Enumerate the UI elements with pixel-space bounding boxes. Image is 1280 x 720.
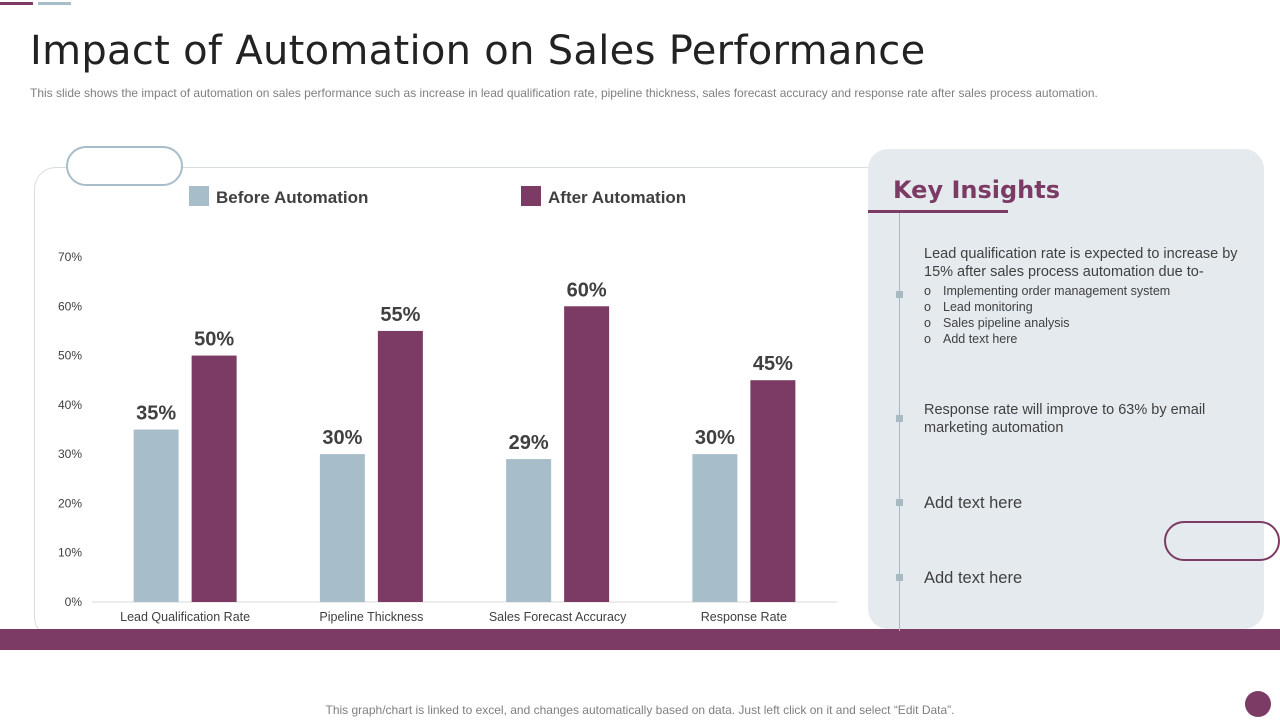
after-bar [377,330,423,602]
before-bar [133,429,179,602]
after-bar [191,355,237,602]
insight-item-3: Add text here [924,494,1023,512]
insight-subitem: Add text here [943,331,1244,347]
insight-bullet-4 [896,574,903,581]
x-category-label: Lead Qualification Rate [120,610,250,624]
insight-item-4: Add text here [924,569,1023,587]
insight-bullet-1 [896,291,903,298]
insight-item-2: Response rate will improve to 63% by ema… [924,402,1206,436]
after-bar [750,380,796,602]
bar-value-label: 35% [136,403,176,425]
decorative-pill-top [66,146,183,186]
bar-value-label: 55% [380,304,420,326]
after-bar [564,306,610,602]
bar-value-label: 60% [567,279,607,301]
bar-value-label: 50% [194,329,234,351]
y-tick-label: 30% [58,447,82,461]
insights-title: Key Insights [893,176,1061,204]
legend-label: Before Automation [216,188,368,207]
legend-swatch [189,186,209,206]
insights-title-underline [868,210,1008,213]
y-tick-label: 10% [58,546,82,560]
bottom-band [0,629,1280,650]
insight-subitem: Sales pipeline analysis [943,315,1244,331]
insights-timeline-line [899,213,900,631]
page-title: Impact of Automation on Sales Performanc… [30,28,926,74]
insight-bullet-3 [896,499,903,506]
footer-note: This graph/chart is linked to excel, and… [325,703,955,717]
decorative-pill-right [1164,521,1280,561]
y-tick-label: 50% [58,349,82,363]
y-tick-label: 20% [58,496,82,510]
bar-value-label: 29% [509,432,549,454]
insight-bullet-2 [896,415,903,422]
insight-item-1-text: Lead qualification rate is expected to i… [924,246,1238,280]
x-category-label: Response Rate [701,610,787,624]
insight-item-1: Lead qualification rate is expected to i… [924,245,1244,347]
insight-subitem: Implementing order management system [943,283,1244,299]
before-bar [506,459,552,602]
before-bar [319,454,365,602]
corner-dot [1245,691,1271,717]
before-bar [692,454,738,602]
insights-panel [868,149,1264,629]
page-subtitle: This slide shows the impact of automatio… [30,86,1098,100]
y-tick-label: 60% [58,299,82,313]
bar-value-label: 30% [322,427,362,449]
bar-value-label: 30% [695,427,735,449]
bar-value-label: 45% [753,353,793,375]
legend-label: After Automation [548,188,686,207]
insight-sublist: Implementing order management system Lea… [924,283,1244,347]
insight-subitem: Lead monitoring [943,299,1244,315]
y-tick-label: 70% [58,250,82,264]
top-accent-gray [38,2,71,5]
y-tick-label: 40% [58,398,82,412]
y-tick-label: 0% [65,595,83,609]
x-category-label: Pipeline Thickness [319,610,423,624]
x-category-label: Sales Forecast Accuracy [489,610,627,624]
legend-swatch [521,186,541,206]
top-accent-purple [0,2,33,5]
